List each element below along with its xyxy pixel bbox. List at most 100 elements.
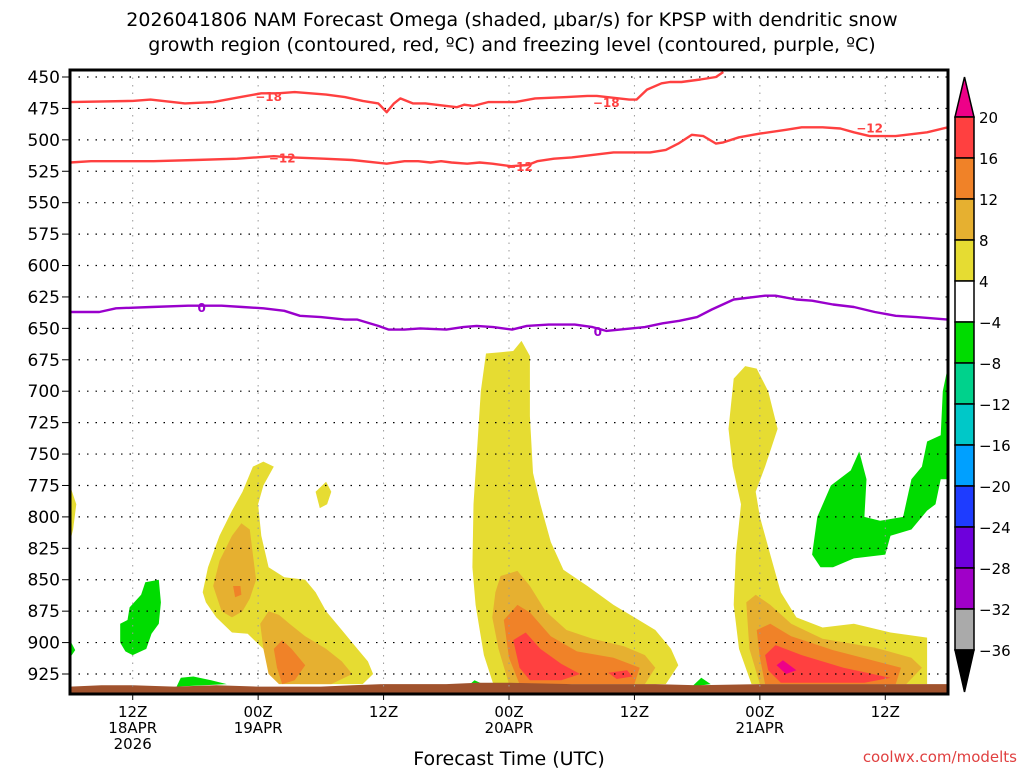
colorbar-swatch xyxy=(954,567,975,610)
surface-terrain-layer xyxy=(70,682,948,694)
chart-title-line-2: growth region (contoured, red, ºC) and f… xyxy=(148,34,875,56)
colorbar-tick-label: −24 xyxy=(979,519,1011,537)
contour-freezing-level xyxy=(70,294,948,333)
colorbar-swatch xyxy=(954,444,975,487)
x-tick-label: 12Z xyxy=(118,703,147,721)
colorbar-min-arrow xyxy=(954,649,975,693)
contour-label-freezing-level: 0 xyxy=(198,301,206,315)
y-tick-label: 450 xyxy=(28,68,60,88)
y-tick-label: 475 xyxy=(28,99,60,119)
colorbar-swatch xyxy=(954,116,975,159)
omega-region--4--8 xyxy=(812,366,948,568)
x-tick-label: 12Z xyxy=(620,703,649,721)
y-tick-label: 550 xyxy=(28,194,60,214)
contour-dsgz-upper xyxy=(70,71,724,114)
contour-label-freezing-level: 0 xyxy=(594,325,602,339)
y-tick-label: 875 xyxy=(28,602,60,622)
x-axis-label: Forecast Time (UTC) xyxy=(413,748,604,768)
grid-lines xyxy=(70,70,948,694)
omega-region-12-16 xyxy=(233,586,242,598)
x-tick-label: 12Z xyxy=(369,703,398,721)
colorbar-max-arrow xyxy=(954,76,975,118)
y-tick-label: 625 xyxy=(28,288,60,308)
x-tick-label: 00Z xyxy=(243,703,272,721)
omega-region-4-8 xyxy=(728,366,928,685)
colorbar-swatch xyxy=(954,198,975,241)
contour-label-dsgz-lower: −12 xyxy=(269,151,296,165)
x-tick-label: 18APR xyxy=(108,719,157,737)
x-tick-label: 20APR xyxy=(485,719,534,737)
contour-layer xyxy=(70,71,948,333)
colorbar-swatch xyxy=(954,321,975,364)
y-tick-label: 800 xyxy=(28,508,60,528)
colorbar-tick-label: −32 xyxy=(979,601,1011,619)
colorbar-swatch xyxy=(954,362,975,405)
omega-region-16-20 xyxy=(513,632,581,681)
y-tick-label: 725 xyxy=(28,414,60,434)
y-axis: 450 475 500 525 550 575 600 625 650 675 700 725 750 7… xyxy=(28,68,70,685)
x-tick-label: 2026 xyxy=(114,735,152,753)
contour-label-dsgz-lower: −12 xyxy=(856,121,883,135)
omega-region-4-8 xyxy=(70,485,77,542)
colorbar-tick-label: 20 xyxy=(979,109,998,127)
x-tick-label: 21APR xyxy=(735,719,784,737)
contour-label-dsgz-lower: −12 xyxy=(506,160,533,174)
colorbar-tick-label: −12 xyxy=(979,396,1011,414)
omega-region--4--8 xyxy=(691,677,711,687)
x-tick-label: 19APR xyxy=(234,719,283,737)
y-tick-label: 675 xyxy=(28,351,60,371)
omega-shading-layer xyxy=(70,340,948,687)
colorbar-tick-label: −16 xyxy=(979,437,1011,455)
omega-region-16-20 xyxy=(765,645,891,683)
omega-region-8-12 xyxy=(213,523,257,618)
contour-label-dsgz-upper: −18 xyxy=(593,96,620,110)
y-tick-label: 850 xyxy=(28,571,60,591)
y-tick-label: 575 xyxy=(28,225,60,245)
credit-link[interactable]: coolwx.com/modelts xyxy=(863,748,1017,766)
colorbar-swatch xyxy=(954,403,975,446)
y-tick-label: 750 xyxy=(28,445,60,465)
colorbar-tick-label: 4 xyxy=(979,273,989,291)
colorbar-legend: 20 16 12 8 4 −4 −8 −12 −16 −20 −24 −28 −32 −36 xyxy=(954,76,1011,693)
colorbar-swatch xyxy=(954,608,975,651)
y-tick-label: 650 xyxy=(28,319,60,339)
colorbar-tick-label: −28 xyxy=(979,560,1011,578)
x-tick-label: 12Z xyxy=(871,703,900,721)
y-tick-label: 825 xyxy=(28,539,60,559)
colorbar-swatch xyxy=(954,485,975,528)
omega-region-4-8 xyxy=(315,481,332,509)
contour-label-dsgz-upper: −18 xyxy=(255,90,282,104)
omega-region-4-8 xyxy=(202,461,374,685)
colorbar-swatch xyxy=(954,526,975,569)
x-tick-label: 00Z xyxy=(494,703,523,721)
colorbar-tick-label: 16 xyxy=(979,150,998,168)
y-tick-label: 600 xyxy=(28,257,60,277)
y-tick-label: 525 xyxy=(28,162,60,182)
x-tick-label: 00Z xyxy=(745,703,774,721)
omega-region-12-16 xyxy=(273,640,306,685)
omega-region--4--8 xyxy=(176,676,227,687)
colorbar-tick-label: −8 xyxy=(979,355,1001,373)
colorbar-tick-label: −36 xyxy=(979,642,1011,660)
y-tick-label: 700 xyxy=(28,382,60,402)
y-tick-label: 900 xyxy=(28,634,60,654)
colorbar-swatch xyxy=(954,157,975,200)
colorbar-swatch xyxy=(954,239,975,282)
colorbar-tick-label: 8 xyxy=(979,232,989,250)
colorbar-swatch xyxy=(954,280,975,323)
surface-terrain xyxy=(70,682,948,694)
chart-title-line-1: 2026041806 NAM Forecast Omega (shaded, μ… xyxy=(126,9,897,31)
contour-dsgz-lower xyxy=(70,126,948,168)
y-tick-label: 500 xyxy=(28,131,60,151)
colorbar-tick-label: −20 xyxy=(979,478,1011,496)
omega-region->20 xyxy=(776,660,797,674)
colorbar-tick-label: −4 xyxy=(979,314,1001,332)
y-tick-label: 925 xyxy=(28,665,60,685)
y-tick-label: 775 xyxy=(28,476,60,496)
contour-labels: −18 −18 −12 −12 −12 0 0 xyxy=(198,90,883,339)
omega-region--4--8 xyxy=(120,579,161,656)
colorbar-tick-label: 12 xyxy=(979,191,998,209)
omega-region-16-20 xyxy=(608,670,633,679)
